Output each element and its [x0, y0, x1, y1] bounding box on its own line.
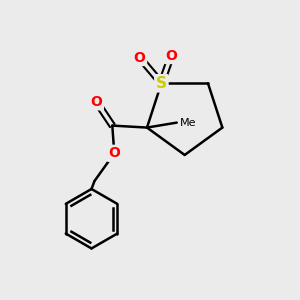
Text: O: O [165, 49, 177, 62]
Text: O: O [108, 146, 120, 160]
Text: S: S [156, 76, 167, 91]
Text: O: O [134, 50, 146, 64]
Text: O: O [91, 95, 102, 109]
Text: Me: Me [180, 118, 196, 128]
